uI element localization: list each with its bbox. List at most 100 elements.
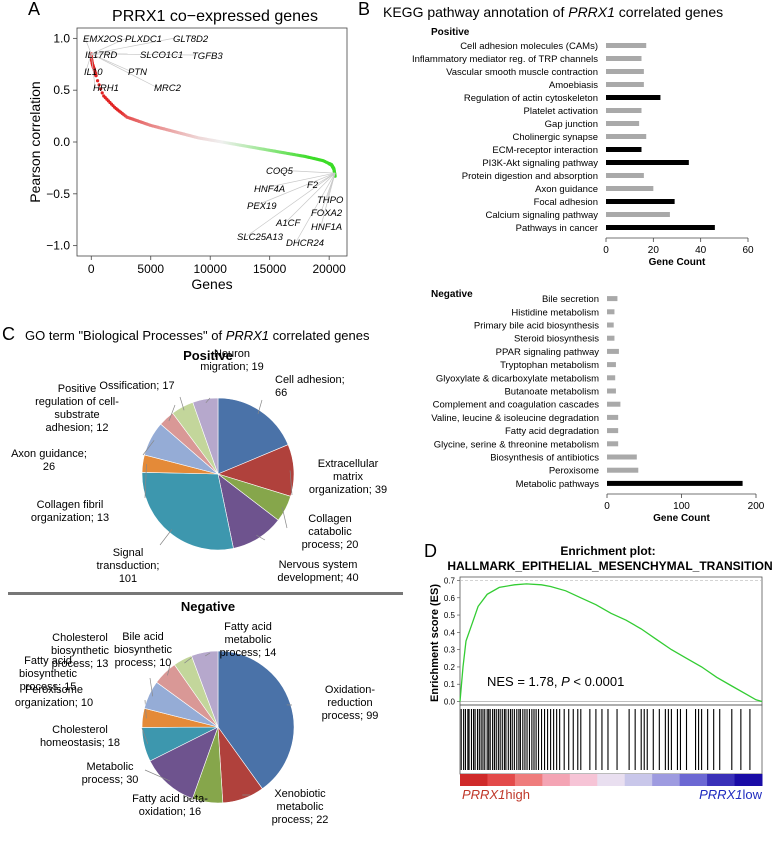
- slice-label: Fatty acid: [224, 621, 272, 633]
- leader-line: [91, 53, 195, 56]
- slice-label: Cholesterol: [52, 724, 108, 736]
- bar: [607, 362, 616, 368]
- bar: [606, 43, 647, 48]
- leader-line: [159, 529, 173, 546]
- gene-label: DHCR24: [286, 238, 324, 249]
- leader-line: [295, 172, 336, 243]
- rank-gradient-segment: [679, 774, 708, 786]
- panel-c-positive-pie: Cell adhesion;66Extracellularmatrixorgan…: [11, 348, 387, 585]
- y-tick-label: 0.5: [53, 83, 70, 97]
- bar: [606, 82, 644, 87]
- panel-d-low-gene: PRRX1: [699, 787, 742, 802]
- panel-b-negative-subtitle: Negative: [431, 289, 473, 300]
- gene-label: SLCO1C1: [140, 50, 183, 61]
- panel-a-positive-gene-labels: EMX2OS PLXDC1 GLT8D2 IL17RD SLCO1C1 TGFB3 IL10…: [83, 34, 223, 94]
- panel-c-title-prefix: GO term "Biological Processes" of: [25, 328, 226, 343]
- slice-label: transduction;: [97, 560, 160, 572]
- category-label: ECM-receptor interaction: [492, 145, 598, 156]
- category-label: Glycine, serine & threonine metabolism: [434, 439, 599, 450]
- panel-b-title: KEGG pathway annotation of PRRX1 correla…: [383, 4, 723, 20]
- bar: [607, 388, 616, 394]
- slice-label: matrix: [333, 471, 363, 483]
- slice-label: Positive: [58, 383, 97, 395]
- slice-label: process; 13: [52, 658, 109, 670]
- panel-a-x-label: Genes: [191, 276, 232, 292]
- leader-line: [256, 172, 336, 206]
- panel-c-letter: C: [2, 324, 15, 344]
- bar: [606, 199, 675, 204]
- panel-a-plot-frame: [76, 27, 348, 257]
- panel-d-high-label: PRRX1high: [462, 787, 530, 802]
- panel-a: A PRRX1 co−expressed genes −1.0 −0.5 0.0 0.…: [27, 0, 348, 292]
- panel-d-letter: D: [424, 541, 437, 561]
- rank-gradient-segment: [597, 774, 626, 786]
- slice-label: development; 40: [277, 572, 358, 584]
- panel-a-leader-lines: [84, 37, 336, 243]
- panel-d-hit-bars: [460, 709, 751, 770]
- rank-gradient-segment: [707, 774, 736, 786]
- y-tick-label: 0.0: [53, 135, 70, 149]
- category-label: Metabolic pathways: [516, 479, 600, 490]
- y-tick-label: −1.0: [46, 239, 70, 253]
- panel-d-low-suffix: low: [742, 787, 762, 802]
- slice-label: Xenobiotic: [274, 788, 326, 800]
- pie-slice: [191, 650, 219, 728]
- panel-c-title-suffix: correlated genes: [269, 328, 370, 343]
- x-tick-label: 60: [742, 245, 754, 256]
- x-tick-label: 0: [88, 262, 95, 276]
- curve-point: [97, 83, 101, 87]
- gene-label: PLXDC1: [125, 34, 162, 45]
- panel-d-es-curve: [459, 580, 763, 703]
- bar: [606, 95, 661, 100]
- slice-label: substrate: [54, 409, 99, 421]
- slice-label: Bile acid: [122, 631, 164, 643]
- leader-line: [289, 470, 293, 496]
- bar: [606, 56, 642, 61]
- panel-d-rank-gradient: [460, 774, 763, 786]
- bar: [607, 322, 614, 328]
- slice-label: Cholesterol: [52, 632, 108, 644]
- category-label: Primary bile acid biosynthesis: [474, 321, 599, 332]
- panel-b-negative-bar-chart: Bile secretion Histidine metabolism Primar…: [431, 294, 765, 524]
- y-tick-label: 0.6: [444, 594, 456, 603]
- panel-d-high-gene: PRRX1: [462, 787, 505, 802]
- panel-a-y-axis: −1.0 −0.5 0.0 0.5 1.0: [46, 31, 77, 253]
- x-tick-label: 5000: [137, 262, 164, 276]
- category-label: Regulation of actin cytoskeleton: [464, 93, 598, 104]
- bar: [607, 454, 637, 460]
- leader-line: [246, 172, 336, 237]
- panel-c: C GO term "Biological Processes" of PRRX…: [2, 324, 403, 826]
- leader-line: [141, 727, 149, 744]
- gene-label: SLC25A13: [237, 232, 284, 243]
- curve-point: [95, 79, 100, 83]
- es-line: [459, 583, 763, 703]
- leader-line: [91, 37, 128, 55]
- category-label: Vascular smooth muscle contraction: [446, 67, 598, 78]
- x-tick-label: 0: [603, 245, 609, 256]
- panel-a-negative-gene-labels: COQ5 F2 HNF4A THPO PEX19 FOXA2 A1CF HNF1A SLC25A…: [237, 166, 344, 249]
- leader-line: [320, 172, 336, 213]
- slice-label: process; 14: [220, 647, 277, 659]
- leader-line: [257, 399, 263, 414]
- leader-line: [263, 172, 336, 189]
- x-tick-label: 20: [648, 245, 660, 256]
- slice-label: biosynthetic: [114, 644, 173, 656]
- gene-label: MRC2: [154, 83, 182, 94]
- pie-slice: [217, 397, 289, 475]
- curve-point: [100, 91, 104, 95]
- panel-b-title-gene: PRRX1: [568, 4, 615, 20]
- panel-d-y-axis: 0.0 0.1 0.2 0.3 0.4 0.5 0.6 0.7: [444, 576, 460, 707]
- leader-line: [149, 677, 153, 697]
- panel-c-title-gene: PRRX1: [226, 328, 269, 343]
- gene-label: FOXA2: [311, 208, 343, 219]
- x-tick-label: 100: [673, 501, 690, 512]
- category-label: Valine, leucine & isoleucine degradation: [431, 413, 599, 424]
- bar: [607, 441, 619, 447]
- bar: [606, 212, 670, 217]
- gene-label: IL17RD: [85, 50, 117, 61]
- slice-label: Fatty acid beta-: [132, 793, 208, 805]
- slice-label: Peroxisome: [25, 684, 83, 696]
- slice-label: Nervous system: [279, 559, 358, 571]
- slice-label: Extracellular: [318, 458, 379, 470]
